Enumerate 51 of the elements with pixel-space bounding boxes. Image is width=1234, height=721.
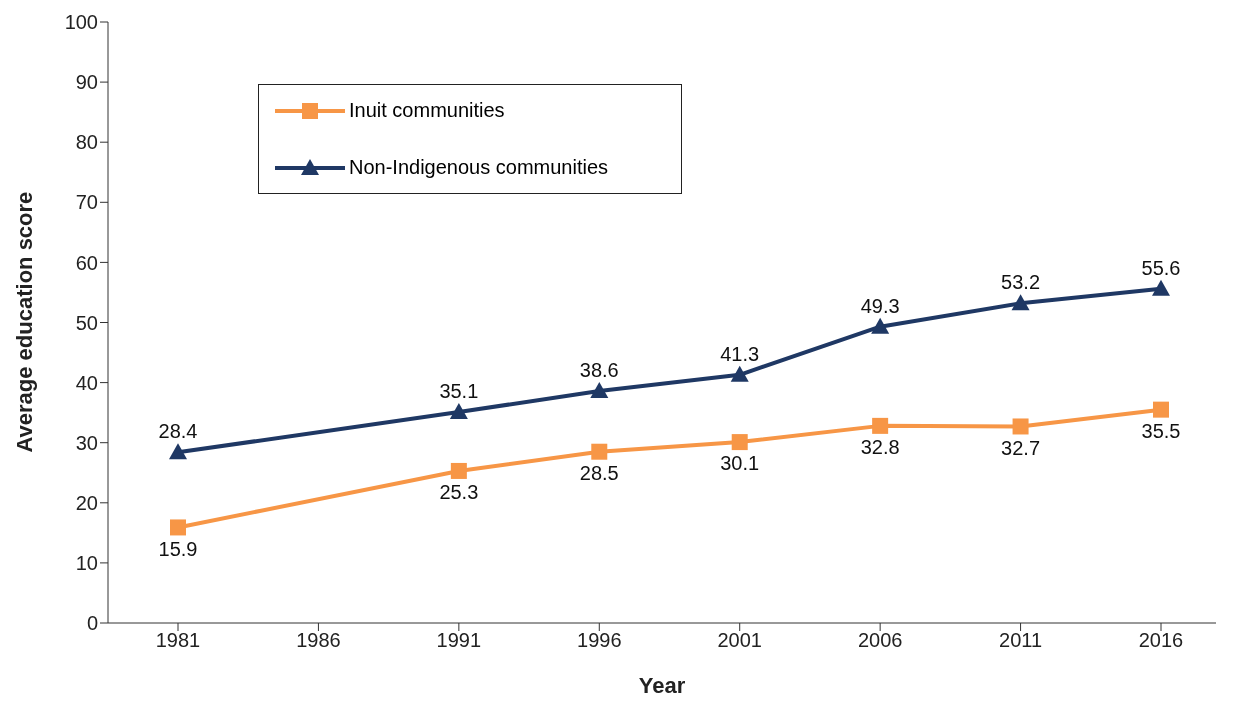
point bbox=[871, 317, 890, 334]
x-tick-label: 2016 bbox=[1138, 629, 1184, 652]
y-tick-label: 80 bbox=[75, 131, 98, 154]
data-label: 32.8 bbox=[860, 436, 900, 459]
data-label: 25.3 bbox=[439, 481, 479, 504]
y-tick-label: 60 bbox=[75, 251, 98, 274]
x-tick-label: 2001 bbox=[717, 629, 762, 652]
x-tick-label: 1981 bbox=[155, 629, 201, 652]
point bbox=[730, 365, 749, 382]
data-label: 30.1 bbox=[720, 452, 760, 475]
x-axis-title: Year bbox=[638, 673, 686, 698]
y-tick-label: 30 bbox=[75, 431, 98, 454]
point bbox=[169, 443, 187, 460]
point bbox=[590, 382, 609, 399]
y-tick-label: 100 bbox=[64, 11, 98, 34]
data-label: 38.6 bbox=[579, 359, 619, 382]
y-tick-label: 50 bbox=[75, 311, 98, 334]
data-label: 55.6 bbox=[1141, 256, 1181, 279]
point bbox=[450, 462, 467, 479]
data-label: 28.5 bbox=[579, 461, 619, 484]
point bbox=[591, 443, 608, 460]
x-tick-label: 1986 bbox=[296, 629, 341, 652]
data-label: 32.7 bbox=[1001, 436, 1041, 459]
legend-label: Inuit communities bbox=[349, 99, 505, 122]
data-label: 41.3 bbox=[720, 342, 760, 365]
point bbox=[449, 403, 468, 420]
y-axis-title: Average education score bbox=[11, 191, 37, 453]
data-label: 15.9 bbox=[158, 537, 198, 560]
point bbox=[1152, 279, 1170, 296]
y-tick-label: 0 bbox=[86, 612, 98, 635]
data-label: 28.4 bbox=[158, 420, 198, 443]
x-tick-label: 2006 bbox=[857, 629, 903, 652]
data-label: 53.2 bbox=[1001, 271, 1041, 294]
x-tick-label: 1996 bbox=[577, 629, 622, 652]
data-label: 49.3 bbox=[860, 294, 900, 317]
point bbox=[1012, 418, 1029, 435]
data-label: 35.5 bbox=[1141, 419, 1181, 442]
point bbox=[872, 417, 889, 434]
y-tick-label: 10 bbox=[75, 552, 98, 574]
x-tick-label: 2011 bbox=[999, 629, 1043, 652]
point bbox=[1011, 294, 1030, 311]
y-tick-label: 90 bbox=[75, 71, 98, 94]
point bbox=[1153, 401, 1169, 418]
data-label: 35.1 bbox=[439, 380, 479, 403]
x-tick-label: 1991 bbox=[436, 629, 482, 652]
point bbox=[170, 519, 186, 536]
y-tick-label: 40 bbox=[75, 371, 98, 394]
y-tick-label: 20 bbox=[75, 491, 98, 514]
legend-label: Non-Indigenous communities bbox=[349, 156, 609, 179]
point bbox=[731, 434, 748, 451]
y-tick-label: 70 bbox=[75, 191, 98, 214]
